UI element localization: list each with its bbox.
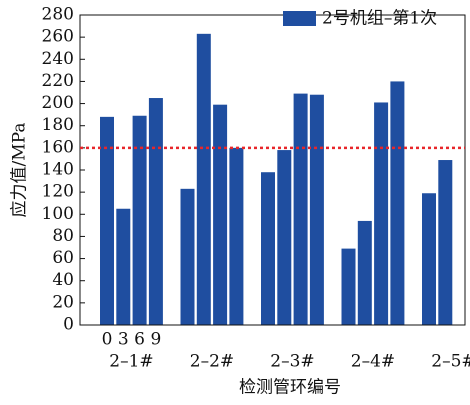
- y-tick-label: 120: [42, 182, 74, 202]
- bar: [100, 116, 114, 325]
- bar: [374, 102, 389, 325]
- y-tick-label: 140: [42, 160, 74, 180]
- legend-label: 2号机组–第1次: [322, 9, 437, 29]
- y-tick-label: 40: [52, 270, 74, 290]
- bar: [132, 115, 147, 325]
- bar: [309, 94, 324, 325]
- y-tick-label: 0: [63, 315, 74, 335]
- bar: [438, 160, 453, 325]
- y-tick-label: 100: [42, 204, 74, 224]
- bar: [390, 81, 405, 325]
- position-label: 9: [150, 330, 161, 350]
- y-tick-label: 280: [42, 5, 74, 25]
- plot-frame: [79, 14, 466, 326]
- bar: [229, 147, 244, 325]
- bar: [213, 104, 228, 325]
- x-tick-label: 2–2#: [190, 352, 234, 372]
- y-tick-label: 240: [42, 49, 74, 69]
- bar: [180, 188, 195, 325]
- position-label: 0: [102, 330, 113, 350]
- y-tick-label: 220: [42, 71, 74, 91]
- x-tick-label: 2–1#: [109, 352, 153, 372]
- bar: [293, 93, 308, 325]
- y-tick-label: 60: [52, 248, 74, 268]
- bar: [357, 220, 372, 325]
- y-tick-label: 260: [42, 27, 74, 47]
- bar: [148, 98, 163, 326]
- bar: [261, 172, 275, 325]
- bar: [116, 208, 131, 325]
- y-tick-label: 180: [42, 115, 74, 135]
- bar: [341, 248, 356, 325]
- y-tick-label: 160: [42, 137, 74, 157]
- x-tick-label: 2–5#: [431, 352, 470, 372]
- y-axis-label: 应力值/MPa: [10, 123, 30, 218]
- y-tick-label: 200: [42, 93, 74, 113]
- x-axis-label: 检测管环编号: [239, 378, 341, 398]
- y-tick-label: 80: [52, 226, 74, 246]
- y-tick-label: 20: [52, 292, 74, 312]
- x-tick-label: 2–4#: [351, 352, 395, 372]
- legend-swatch: [283, 11, 316, 26]
- position-label: 3: [118, 330, 129, 350]
- bar: [422, 193, 436, 325]
- x-tick-label: 2–3#: [270, 352, 314, 372]
- bar: [277, 150, 292, 325]
- bar: [196, 33, 211, 325]
- position-label: 6: [134, 330, 145, 350]
